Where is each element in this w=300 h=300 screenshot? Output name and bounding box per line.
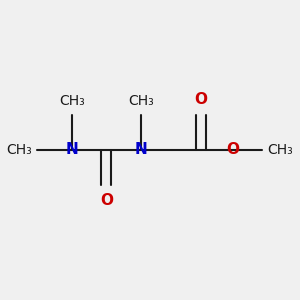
Text: CH₃: CH₃ bbox=[128, 94, 154, 108]
Text: O: O bbox=[195, 92, 208, 107]
Text: CH₃: CH₃ bbox=[6, 143, 31, 157]
Text: O: O bbox=[100, 193, 113, 208]
Text: N: N bbox=[65, 142, 78, 158]
Text: N: N bbox=[134, 142, 147, 158]
Text: CH₃: CH₃ bbox=[267, 143, 293, 157]
Text: CH₃: CH₃ bbox=[59, 94, 85, 108]
Text: O: O bbox=[226, 142, 239, 158]
